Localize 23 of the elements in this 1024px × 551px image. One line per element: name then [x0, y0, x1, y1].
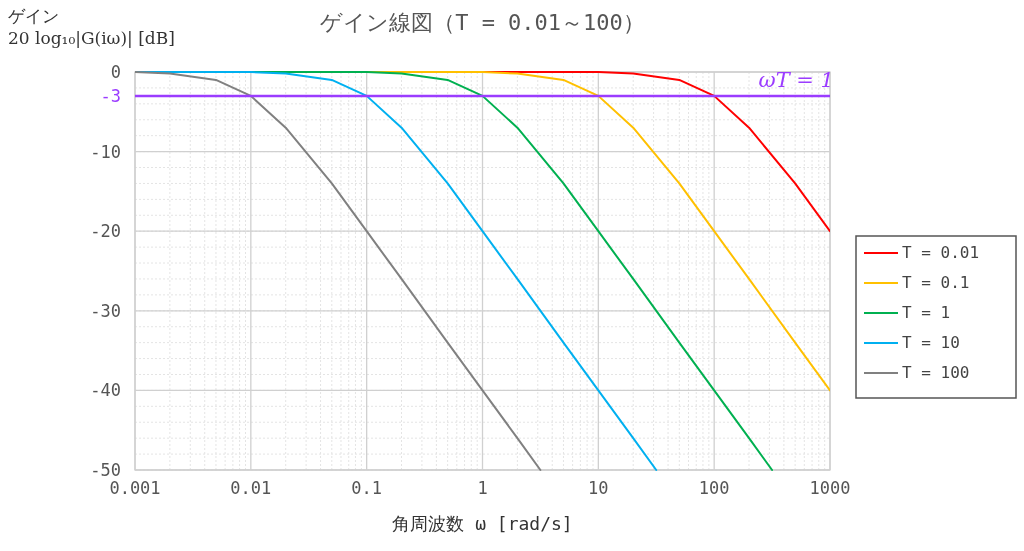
legend-label: T = 0.1 [902, 273, 970, 292]
y-tick-label: -20 [90, 221, 121, 242]
annotation: ωT = 1 [758, 67, 834, 92]
x-tick-label: 100 [698, 478, 730, 498]
legend-label: T = 10 [902, 333, 960, 352]
x-tick-label: 1 [477, 478, 488, 498]
chart-title: ゲイン線図（T = 0.01～100） [320, 10, 645, 35]
x-tick-label: 10 [588, 478, 609, 498]
y-tick-label: -40 [90, 380, 121, 401]
legend-label: T = 100 [902, 363, 970, 382]
x-tick-label: 0.01 [230, 478, 272, 498]
y-axis-title: ゲイン 20 log₁₀|G(iω)| [dB] [8, 6, 175, 48]
y-tick-label: 0 [110, 62, 121, 82]
y-tick-label: -10 [90, 141, 121, 162]
legend-label: T = 1 [902, 303, 951, 322]
y-tick-label: -50 [90, 460, 121, 480]
x-tick-label: 1000 [809, 478, 851, 498]
x-axis-title: 角周波数 ω [rad/s] [392, 513, 573, 534]
y-tick-label: -30 [90, 300, 121, 321]
y-tick-label: -3 [100, 85, 121, 106]
x-tick-label: 0.1 [351, 478, 383, 498]
legend-label: T = 0.01 [902, 243, 980, 262]
x-tick-label: 0.001 [109, 478, 161, 498]
